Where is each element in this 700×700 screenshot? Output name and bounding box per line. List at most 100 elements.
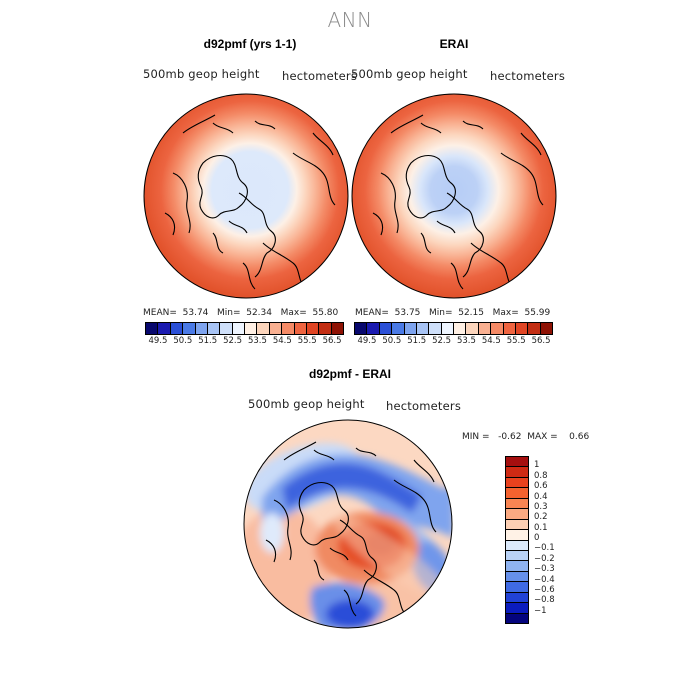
- colorbar-swatch: [257, 323, 270, 334]
- diff-panel-map-border: [243, 419, 453, 629]
- diff-colorbar: [505, 456, 529, 624]
- colorbar-swatch: [506, 519, 528, 531]
- panel-2-title: ERAI: [439, 37, 469, 51]
- colorbar-swatch: [319, 323, 332, 334]
- colorbar-swatch: [506, 613, 528, 623]
- colorbar-swatch: [506, 457, 528, 468]
- panel-1-map-border: [143, 93, 349, 299]
- colorbar-swatch: [170, 323, 184, 334]
- colorbar-swatch: [367, 323, 380, 334]
- colorbar-swatch: [506, 582, 528, 593]
- diff-panel-minmax: MIN = -0.62 MAX = 0.66: [462, 432, 590, 442]
- colorbar-swatch: [506, 530, 528, 541]
- colorbar-tick-label: −0.1: [534, 543, 555, 554]
- panel-1-colorbar: [145, 322, 344, 335]
- panel-1-coastlines: [164, 114, 336, 290]
- colorbar-swatch: [503, 323, 516, 334]
- colorbar-swatch: [466, 323, 479, 334]
- colorbar-tick-label: 55.5: [506, 336, 526, 346]
- panel-1-field-fill: [144, 94, 348, 298]
- panel-1-title: d92pmf (yrs 1-1): [203, 37, 297, 51]
- colorbar-tick-label: −0.3: [534, 564, 555, 575]
- page-title: ANN: [327, 8, 373, 32]
- colorbar-tick-label: 49.5: [148, 336, 168, 346]
- colorbar-swatch: [454, 323, 467, 334]
- diff-panel-polar-map: [243, 419, 453, 629]
- colorbar-swatch: [506, 509, 528, 520]
- colorbar-tick-label: 55.5: [297, 336, 317, 346]
- colorbar-tick-label: 0.4: [534, 491, 548, 502]
- colorbar-swatch: [506, 488, 528, 499]
- panel-2-colorbar: [354, 322, 553, 335]
- colorbar-swatch: [294, 323, 307, 334]
- colorbar-swatch: [220, 323, 233, 334]
- colorbar-swatch: [528, 323, 541, 334]
- colorbar-swatch: [379, 323, 393, 334]
- colorbar-tick-label: 56.5: [531, 336, 551, 346]
- panel-1-variable-label: 500mb geop height: [143, 67, 260, 81]
- colorbar-swatch: [478, 323, 492, 334]
- colorbar-tick-label: 53.5: [247, 336, 267, 346]
- colorbar-tick-label: 54.5: [272, 336, 292, 346]
- panel-1-units-label: hectometers: [282, 69, 358, 83]
- colorbar-tick-label: 0.8: [534, 470, 548, 481]
- colorbar-swatch: [506, 550, 528, 562]
- diff-panel-units-label: hectometers: [386, 399, 462, 413]
- panel-2-polar-map: [351, 93, 557, 299]
- colorbar-swatch: [269, 323, 283, 334]
- diff-panel-coastlines: [265, 441, 437, 617]
- colorbar-swatch: [416, 323, 430, 334]
- colorbar-tick-label: 0.6: [534, 481, 548, 492]
- colorbar-swatch: [441, 323, 454, 334]
- panel-2-colorbar-ticks: 49.5 50.5 51.5 52.5 53.5 54.5 55.5 56.5: [354, 336, 553, 348]
- colorbar-swatch: [355, 323, 368, 334]
- panel-2-stats: MEAN= 53.75 Min= 52.15 Max= 55.99: [355, 308, 551, 318]
- diff-colorbar-ticks: 1 0.8 0.6 0.4 0.3 0.2 0.1 0 −0.1 −0.2 −0.3 −0.4 −0.6…: [534, 456, 574, 624]
- colorbar-swatch: [429, 323, 442, 334]
- colorbar-swatch: [404, 323, 417, 334]
- colorbar-tick-label: 50.5: [382, 336, 402, 346]
- diff-panel-title: d92pmf - ERAI: [308, 367, 391, 381]
- colorbar-swatch: [491, 323, 504, 334]
- colorbar-tick-label: 51.5: [198, 336, 218, 346]
- colorbar-tick-label: 0.3: [534, 501, 548, 512]
- panel-2-map-border: [351, 93, 557, 299]
- colorbar-tick-label: −0.2: [534, 553, 555, 564]
- colorbar-tick-label: 50.5: [173, 336, 193, 346]
- colorbar-swatch: [506, 540, 528, 551]
- panel-2-field-fill: [352, 94, 556, 298]
- colorbar-swatch: [183, 323, 196, 334]
- colorbar-swatch: [245, 323, 258, 334]
- colorbar-tick-label: 0.1: [534, 522, 548, 533]
- panel-1-colorbar-ticks: 49.5 50.5 51.5 52.5 53.5 54.5 55.5 56.5: [145, 336, 344, 348]
- colorbar-tick-label: −1: [534, 605, 547, 616]
- colorbar-swatch: [195, 323, 208, 334]
- panel-2-variable-label: 500mb geop height: [351, 67, 468, 81]
- colorbar-swatch: [392, 323, 405, 334]
- colorbar-tick-label: 53.5: [456, 336, 476, 346]
- colorbar-swatch: [506, 467, 528, 478]
- colorbar-swatch: [146, 323, 159, 334]
- diff-panel-variable-label: 500mb geop height: [248, 397, 365, 411]
- colorbar-tick-label: −0.6: [534, 584, 555, 595]
- colorbar-tick-label: 54.5: [481, 336, 501, 346]
- colorbar-swatch: [540, 323, 552, 334]
- panel-2-coastlines: [372, 114, 544, 290]
- colorbar-tick-label: −0.4: [534, 574, 555, 585]
- colorbar-swatch: [331, 323, 343, 334]
- panel-2-units-label: hectometers: [490, 69, 566, 83]
- colorbar-swatch: [232, 323, 245, 334]
- colorbar-tick-label: 49.5: [357, 336, 377, 346]
- colorbar-swatch: [506, 571, 528, 583]
- panel-1-polar-map: [143, 93, 349, 299]
- colorbar-tick-label: −0.8: [534, 595, 555, 606]
- colorbar-swatch: [506, 498, 528, 510]
- colorbar-tick-label: 52.5: [223, 336, 242, 346]
- colorbar-tick-label: 0.2: [534, 512, 548, 523]
- colorbar-tick-label: 51.5: [407, 336, 427, 346]
- colorbar-swatch: [158, 323, 171, 334]
- colorbar-swatch: [306, 323, 320, 334]
- colorbar-swatch: [515, 323, 529, 334]
- panel-1-stats: MEAN= 53.74 Min= 52.34 Max= 55.80: [143, 308, 339, 318]
- colorbar-swatch: [506, 592, 528, 604]
